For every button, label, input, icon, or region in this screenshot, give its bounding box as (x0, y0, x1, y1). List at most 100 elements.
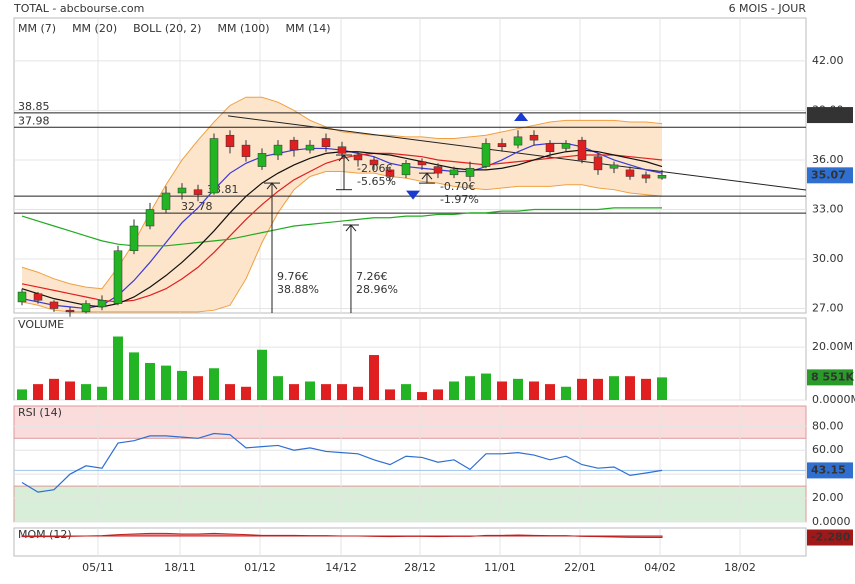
volume-bar (369, 355, 379, 400)
panel-frame (13, 527, 807, 557)
candle-body (497, 143, 507, 148)
candle-body (113, 250, 123, 304)
candle-body (257, 153, 267, 167)
last-price-box (807, 167, 853, 184)
bollinger-upper (21, 96, 663, 290)
page-title: TOTAL - abcbourse.com (13, 2, 144, 15)
candle-body (641, 174, 651, 179)
candle-body (161, 192, 171, 210)
volume-bar (353, 386, 363, 400)
candle-body (609, 164, 619, 169)
candle-body (209, 138, 219, 194)
candle-body (33, 293, 43, 301)
measure-label: 38.88% (277, 283, 319, 296)
last-price-label: 35.07 (811, 168, 846, 181)
y-tick-label: 30.00 (812, 252, 844, 265)
volume-bar (305, 381, 315, 400)
rsi-last-box (807, 462, 853, 479)
legend-entry: MM (14) (286, 22, 331, 35)
panel-title: RSI (14) (18, 406, 62, 419)
x-tick-label: 22/01 (564, 561, 596, 574)
volume-bar (273, 376, 283, 400)
volume-bar (193, 376, 203, 400)
mom-last-label: -2.280 (811, 531, 851, 544)
volume-bar (209, 368, 219, 400)
x-tick-label: 18/02 (724, 561, 756, 574)
marker-label: 38.72 (811, 108, 846, 121)
y-tick-label: 20.00M (812, 340, 853, 353)
volume-bar (161, 365, 171, 400)
volume-bar (417, 392, 427, 400)
volume-bar (113, 336, 123, 400)
measure-label: 9.76€ (277, 270, 309, 283)
bollinger-lower (21, 171, 663, 313)
candle-body (433, 166, 443, 174)
period: 6 MOIS - JOUR (729, 2, 807, 15)
candle-body (145, 209, 155, 227)
volume-bar (561, 386, 571, 400)
candle-body (17, 291, 27, 303)
y-tick-label: 42.00 (812, 54, 844, 67)
candle-body (417, 161, 427, 166)
level-label: 37.98 (18, 114, 50, 127)
panel-title: VOLUME (18, 318, 64, 331)
candle-body (401, 163, 411, 176)
volume-bar (481, 373, 491, 400)
volume-bar (177, 370, 187, 400)
candle-body (129, 225, 139, 252)
measure-label: -2.06€ (357, 162, 392, 175)
volume-bar (497, 381, 507, 400)
x-tick-label: 28/12 (404, 561, 436, 574)
candle-body (49, 301, 59, 309)
candle-body (177, 187, 187, 194)
measure-label: 7.26€ (356, 270, 388, 283)
volume-bar (385, 389, 395, 400)
legend-entry: MM (100) (217, 22, 269, 35)
volume-bar (225, 384, 235, 400)
candle-body (385, 169, 395, 177)
candle-body (369, 159, 379, 166)
y-tick-label: 27.00 (812, 302, 844, 315)
volume-bar (129, 352, 139, 400)
volume-last-label: 8 551K (811, 370, 854, 383)
y-tick-label: 33.00 (812, 202, 844, 215)
moving-average (21, 207, 662, 247)
candle-body (465, 167, 475, 177)
volume-bar (81, 384, 91, 400)
y-tick-label: 80.00 (812, 419, 844, 432)
candle-body (657, 175, 667, 179)
signal-arrow (406, 190, 421, 200)
rsi-zone (13, 485, 807, 523)
rsi-last-label: 43.15 (811, 463, 846, 476)
volume-bar (337, 384, 347, 400)
y-tick-label: 0.0000 (812, 515, 851, 528)
volume-bar (625, 376, 635, 400)
level-label: 32.78 (181, 200, 213, 213)
mom-area (21, 532, 663, 539)
candle-body (225, 134, 235, 148)
volume-bar (529, 381, 539, 400)
y-tick-label: 20.00 (812, 491, 844, 504)
volume-bar (577, 378, 587, 400)
volume-bar (17, 389, 27, 400)
volume-bar (641, 378, 651, 400)
candle-body (273, 144, 283, 156)
candle-body (97, 300, 107, 308)
legend-entry: MM (7) (18, 22, 56, 35)
volume-bar (545, 384, 555, 400)
volume-bar (657, 377, 667, 400)
signal-arrow (514, 112, 529, 122)
candle-body (577, 139, 587, 161)
candle-body (337, 146, 347, 154)
x-tick-label: 14/12 (325, 561, 357, 574)
volume-bar (289, 384, 299, 400)
candle-body (481, 143, 491, 167)
moving-average (21, 152, 663, 303)
x-tick-label: 05/11 (82, 561, 114, 574)
candle-body (353, 154, 363, 161)
candle-body (593, 156, 603, 171)
candle-body (81, 303, 91, 313)
volume-bar (465, 376, 475, 400)
volume-bar (593, 378, 603, 400)
volume-bar (321, 384, 331, 400)
